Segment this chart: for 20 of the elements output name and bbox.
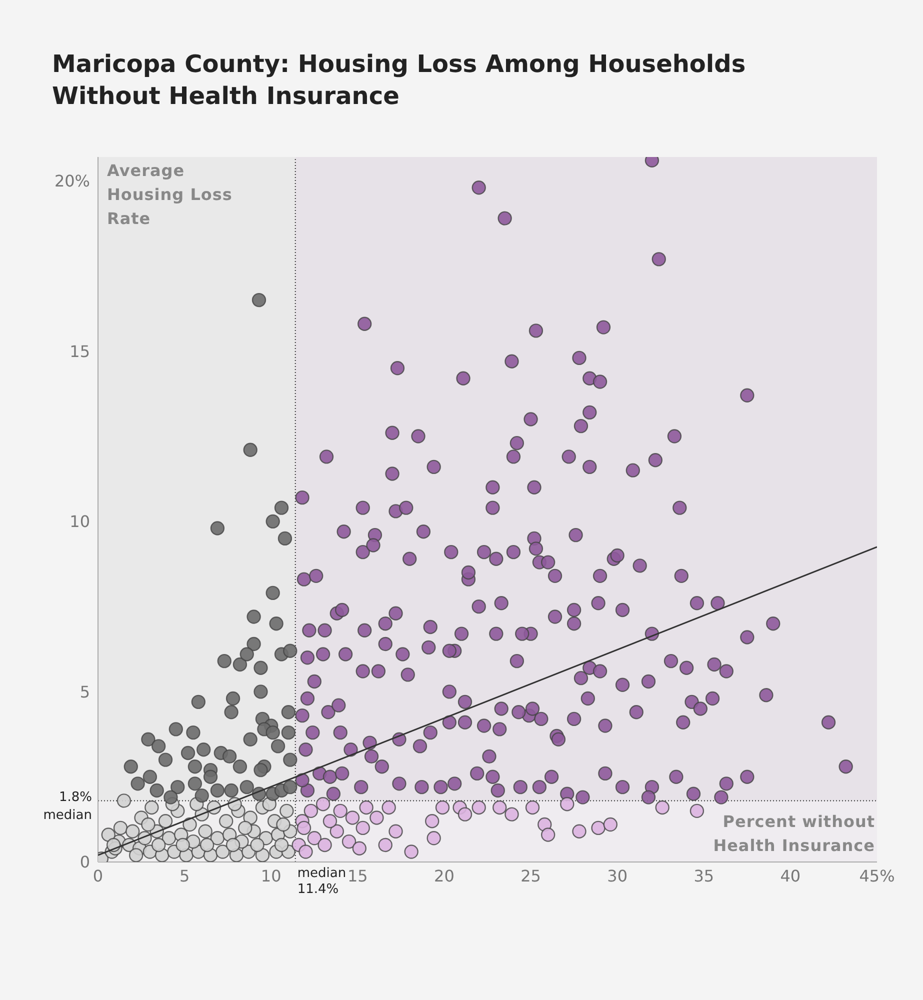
x-tick-label: 40 [780, 866, 801, 886]
x-tick-label: 10 [260, 866, 282, 886]
ref-line-label: median 11.4% [297, 866, 348, 898]
y-tick-label: 10 [70, 512, 90, 532]
x-axis-title: Percent without Health Insurance [712, 811, 875, 857]
y-tick-label: 15 [70, 342, 90, 361]
y-tick-label: 20% [54, 172, 90, 191]
x-tick-label: 30 [607, 866, 628, 886]
x-tick-label: 20 [434, 866, 454, 886]
x-tick-label: 25 [520, 866, 541, 886]
x-tick-label: 45% [859, 866, 895, 886]
x-tick-label: 0 [92, 866, 104, 886]
ref-line-label: 1.8% median [42, 788, 92, 825]
y-tick-label: 0 [80, 852, 90, 872]
x-tick-label: 15 [347, 866, 368, 886]
x-tick-label: 35 [694, 866, 714, 886]
y-axis-title: Average Housing Loss Rate [107, 160, 234, 230]
x-tick-label: 5 [179, 866, 190, 886]
chart-title: Maricopa County: Housing Loss Among Households Without Health Insurance [52, 49, 747, 112]
y-tick-label: 5 [80, 682, 90, 702]
